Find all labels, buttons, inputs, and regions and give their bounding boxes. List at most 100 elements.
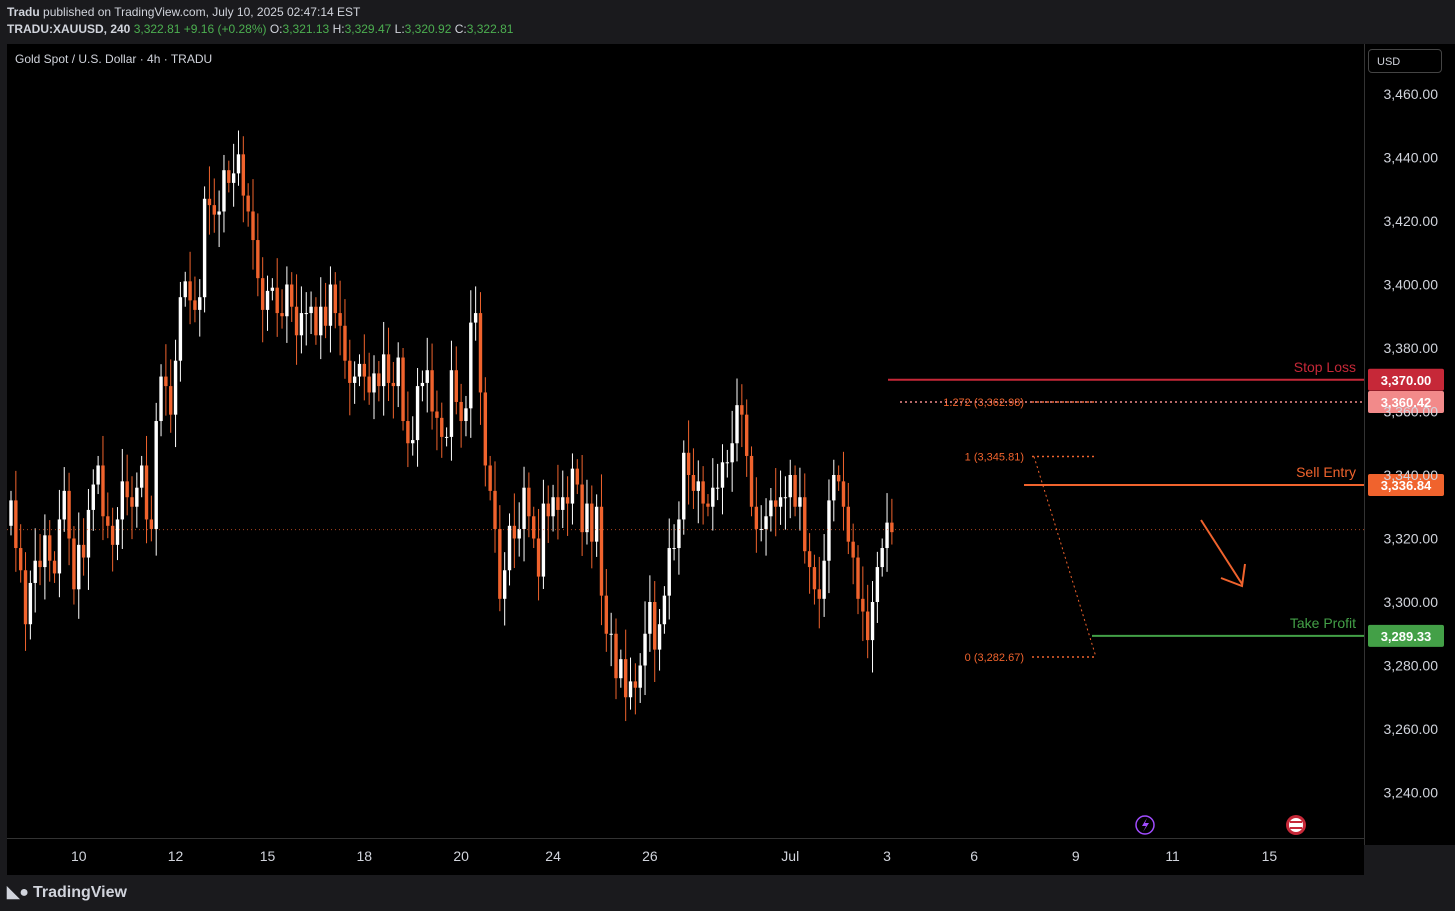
- candle-body: [875, 567, 880, 602]
- candle-body: [86, 509, 91, 558]
- candle-body: [769, 500, 773, 517]
- candle-body: [236, 154, 241, 174]
- candle-body: [570, 468, 575, 504]
- open-label: O:: [269, 22, 283, 36]
- candle-body: [740, 405, 744, 415]
- lightning-event-icon[interactable]: [1135, 815, 1155, 835]
- candle-body: [135, 487, 139, 507]
- take-profit-price-text: 3,289.33: [1381, 629, 1432, 644]
- candle-body: [623, 659, 628, 698]
- price-change: +9.16 (+0.28%): [183, 22, 267, 36]
- candle-body: [207, 198, 212, 206]
- projection-arrow-head-icon: [1220, 563, 1246, 588]
- candle-body: [275, 287, 279, 314]
- time-tick-label: 20: [453, 848, 469, 864]
- sell-entry-label: Sell Entry: [1296, 464, 1356, 480]
- candle-body: [556, 497, 560, 510]
- candle-body: [52, 560, 57, 574]
- candle-body: [164, 376, 168, 387]
- candle-body: [101, 465, 105, 517]
- candle-body: [817, 589, 821, 599]
- candle-body: [744, 414, 749, 456]
- candle-body: [561, 497, 565, 510]
- candle-body: [130, 497, 134, 507]
- price-tick-label: 3,460.00: [1384, 86, 1439, 102]
- candle-body: [609, 633, 613, 635]
- candle-body: [183, 281, 187, 298]
- candle-body: [372, 373, 376, 393]
- stop-loss-price-text: 3,370.00: [1381, 373, 1432, 388]
- chart-title: Gold Spot / U.S. Dollar · 4h · TRADU: [15, 52, 213, 66]
- candle-body: [314, 306, 318, 336]
- candle-body: [575, 468, 579, 485]
- currency-button[interactable]: USD: [1368, 49, 1442, 73]
- publisher-line: Tradu published on TradingView.com, July…: [7, 5, 360, 19]
- candle-body: [425, 370, 429, 383]
- published-text: published on TradingView.com, July 10, 2…: [43, 5, 361, 19]
- candle-body: [265, 290, 270, 310]
- candle-body: [319, 306, 323, 336]
- candle-body: [62, 490, 66, 520]
- candle-body: [498, 528, 502, 599]
- candle-body: [348, 360, 352, 383]
- price-tick-label: 3,440.00: [1384, 150, 1439, 166]
- time-tick-label: 12: [168, 848, 184, 864]
- candle-body: [536, 538, 541, 577]
- price-tick-label: 3,240.00: [1384, 785, 1439, 801]
- projection-arrow-line[interactable]: [1200, 519, 1243, 585]
- candle-body: [856, 557, 860, 599]
- candle-body: [159, 376, 163, 422]
- candle-body: [653, 602, 657, 650]
- low-label: L:: [394, 22, 405, 36]
- candle-body: [14, 500, 18, 549]
- time-tick-label: 11: [1165, 848, 1180, 864]
- candle-body: [144, 465, 149, 520]
- time-tick-label: 18: [357, 848, 373, 864]
- candle-body: [110, 525, 115, 545]
- price-tick-label: 3,420.00: [1384, 213, 1439, 229]
- candle-body: [880, 548, 884, 568]
- stop-loss-label: Stop Loss: [1294, 359, 1356, 375]
- candle-body: [546, 503, 550, 517]
- candle-body: [72, 538, 76, 590]
- candle-body: [469, 322, 473, 409]
- time-tick-label: 15: [260, 848, 276, 864]
- candle-body: [764, 516, 768, 529]
- candle-body: [657, 624, 662, 650]
- time-axis[interactable]: [7, 838, 1364, 876]
- candle-body: [720, 462, 725, 488]
- candle-body: [381, 354, 386, 387]
- candle-body: [846, 506, 851, 542]
- candle-body: [386, 354, 391, 383]
- candle-body: [420, 382, 425, 387]
- tradingview-logo[interactable]: ◣● TradingView: [7, 882, 127, 902]
- candle-body: [749, 455, 754, 507]
- candle-body: [256, 240, 260, 279]
- candle-body: [478, 313, 483, 393]
- time-tick-label: 24: [545, 848, 561, 864]
- candle-body: [798, 497, 802, 507]
- candle-body: [788, 475, 792, 498]
- sell-entry-price-text: 3,336.84: [1381, 478, 1432, 493]
- candle-body: [352, 376, 357, 383]
- candle-body: [120, 481, 125, 520]
- candle-body: [280, 313, 284, 317]
- candle-body: [411, 440, 415, 444]
- time-tick-label: 10: [71, 848, 87, 864]
- candle-body: [357, 363, 362, 377]
- candle-body: [725, 462, 730, 464]
- candle-body: [212, 205, 216, 215]
- tradingview-logo-icon: ◣●: [7, 884, 29, 901]
- candle-body: [362, 363, 367, 377]
- candle-body: [706, 503, 710, 507]
- candle-body: [304, 313, 308, 315]
- price-tick-label: 3,380.00: [1384, 340, 1439, 356]
- candle-body: [594, 506, 599, 542]
- fib-trend-line: [1033, 456, 1097, 658]
- fib-level-label: 1 (3,345.81): [965, 452, 1024, 464]
- price-axis[interactable]: [1364, 44, 1455, 845]
- candle-body: [38, 560, 42, 568]
- candle-body: [415, 386, 420, 441]
- candle-body: [154, 421, 158, 529]
